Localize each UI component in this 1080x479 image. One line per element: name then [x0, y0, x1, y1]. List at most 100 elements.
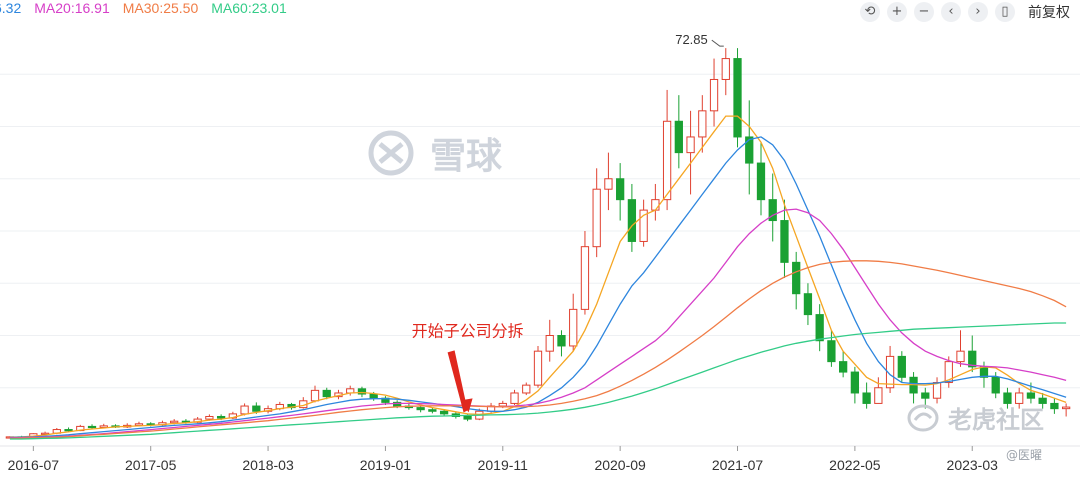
candle-body [463, 415, 472, 420]
candle-body [604, 178, 613, 190]
candle-body [369, 393, 378, 399]
candle-body [1026, 392, 1036, 399]
xueqiu-logo-icon [368, 130, 414, 176]
candle-body [87, 425, 97, 429]
candle-icon[interactable]: ▯ [995, 2, 1015, 22]
x-tick-label: 2022-05 [829, 457, 881, 473]
annotation-arrow-head [460, 398, 473, 413]
candle-body [557, 335, 566, 347]
x-tick-label: 2023-03 [947, 457, 999, 473]
candle-body [545, 335, 554, 352]
candle-body [64, 429, 73, 432]
candle-body [416, 407, 425, 411]
x-tick-label: 2016-07 [8, 457, 60, 473]
candle-body [815, 314, 824, 342]
line-ma10 [9, 136, 1067, 439]
candle-body [803, 293, 813, 316]
candle-body [252, 405, 261, 412]
candle-body [780, 220, 789, 263]
x-tick-label: 2020-09 [594, 457, 646, 473]
candle-body [1050, 402, 1059, 410]
adjust-mode-button[interactable]: 前复权 [1028, 5, 1070, 21]
x-tick-label: 2018-03 [242, 457, 294, 473]
candle-body [991, 376, 1000, 394]
candle-body [310, 389, 320, 402]
candle-body [839, 361, 848, 373]
xueqiu-watermark: 雪球 [368, 127, 502, 179]
next-icon[interactable]: › [968, 2, 988, 22]
candle-body [921, 392, 930, 399]
line-ma20 [9, 208, 1067, 439]
candle-body [1003, 392, 1012, 404]
candle-body [428, 409, 437, 412]
candle-body [874, 387, 883, 404]
line-ma30 [9, 260, 1067, 440]
candle-body [850, 371, 860, 394]
candle-body [592, 188, 601, 248]
candle-body [862, 392, 871, 404]
candle-body [216, 415, 226, 419]
candle-body [686, 136, 695, 154]
candle-body [956, 350, 965, 363]
line-ma60 [9, 322, 1067, 440]
candle-body [240, 405, 249, 415]
candle-body [792, 261, 801, 295]
candle-body [651, 199, 660, 211]
candle-body [885, 355, 895, 389]
candle-body [170, 420, 179, 424]
tiger-logo-icon [907, 404, 939, 431]
max-price-label: 72.85 [675, 32, 708, 47]
candle-body [439, 410, 449, 415]
candle-body [580, 246, 590, 310]
candle-body [944, 361, 953, 384]
candle-body [674, 120, 683, 154]
annotation-arrow [447, 350, 468, 413]
candle-body [827, 340, 836, 363]
author-watermark: @医曜 [1006, 448, 1043, 462]
candle-body [932, 382, 942, 399]
candle-body [510, 392, 519, 404]
candle-body [1038, 397, 1047, 404]
candle-body [569, 308, 578, 347]
candle-body [662, 120, 672, 201]
candle-body [639, 209, 648, 242]
tiger-watermark-text: 老虎社区 [948, 406, 1044, 434]
zoom-in-icon[interactable]: + [887, 2, 907, 22]
x-tick-label: 2017-05 [125, 457, 177, 473]
legend-ma30: MA30:25.50 [122, 0, 199, 16]
candle-body [733, 58, 742, 138]
candle-body [616, 178, 625, 201]
candle-body [968, 350, 977, 368]
x-tick-label: 2019-11 [478, 457, 529, 473]
prev-icon[interactable]: ‹ [941, 2, 961, 22]
undo-icon[interactable]: ⟲ [860, 2, 880, 22]
candle-body [627, 199, 637, 242]
tiger-watermark: 老虎社区 [906, 400, 1044, 435]
x-tick-label: 2019-01 [360, 457, 412, 473]
legend-ma10: 6.32 [0, 0, 22, 16]
line-ma5 [9, 115, 1067, 438]
candle-body [322, 389, 331, 398]
candle-body [533, 350, 543, 386]
x-tick-label: 2021-07 [712, 457, 764, 473]
candle-body [498, 402, 507, 407]
candle-body [357, 388, 367, 395]
candle-body [134, 423, 144, 426]
candle-body [897, 355, 906, 378]
candle-body [721, 58, 730, 80]
legend-ma60: MA60:23.01 [211, 0, 287, 16]
max-leader [711, 39, 724, 47]
legend-ma20: MA20:16.91 [34, 0, 110, 16]
candle-body [205, 415, 214, 420]
candle-body [709, 78, 719, 112]
candle-body [1015, 392, 1024, 404]
candle-body [1061, 406, 1071, 410]
candle-body [768, 199, 777, 222]
candle-body [756, 162, 766, 201]
annotation-text: 开始子公司分拆 [412, 321, 524, 340]
chart-toolbar: ⟲ + − ‹ › ▯ 前复权 [860, 2, 1070, 22]
candle-body [393, 401, 402, 407]
xueqiu-watermark-text: 雪球 [430, 136, 503, 177]
zoom-out-icon[interactable]: − [914, 2, 934, 22]
